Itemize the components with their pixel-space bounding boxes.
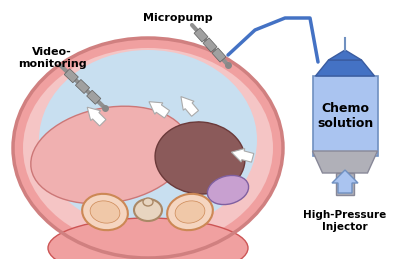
Ellipse shape <box>13 38 283 258</box>
Polygon shape <box>149 102 170 118</box>
FancyBboxPatch shape <box>336 173 354 195</box>
Ellipse shape <box>31 106 189 204</box>
Ellipse shape <box>143 198 153 206</box>
Ellipse shape <box>175 201 205 223</box>
Polygon shape <box>332 170 358 193</box>
Ellipse shape <box>167 194 213 230</box>
Polygon shape <box>316 60 374 76</box>
Ellipse shape <box>48 218 248 259</box>
Ellipse shape <box>207 175 249 205</box>
Polygon shape <box>87 90 101 104</box>
Polygon shape <box>328 50 362 60</box>
Polygon shape <box>203 38 217 52</box>
Text: Chemo
solution: Chemo solution <box>317 102 373 130</box>
Polygon shape <box>194 28 208 42</box>
Ellipse shape <box>23 48 273 248</box>
Ellipse shape <box>90 201 120 223</box>
Polygon shape <box>87 107 106 126</box>
Polygon shape <box>64 69 78 83</box>
FancyBboxPatch shape <box>312 76 378 156</box>
Polygon shape <box>181 97 198 116</box>
Ellipse shape <box>82 194 128 230</box>
Text: Micropump: Micropump <box>143 13 213 23</box>
Ellipse shape <box>39 50 257 230</box>
Text: High-Pressure
Injector: High-Pressure Injector <box>303 210 387 232</box>
Polygon shape <box>231 148 254 162</box>
Polygon shape <box>212 48 226 62</box>
Polygon shape <box>75 80 90 93</box>
Ellipse shape <box>155 122 245 194</box>
Polygon shape <box>312 151 378 173</box>
Ellipse shape <box>134 199 162 221</box>
Text: Video-
monitoring: Video- monitoring <box>18 47 86 69</box>
